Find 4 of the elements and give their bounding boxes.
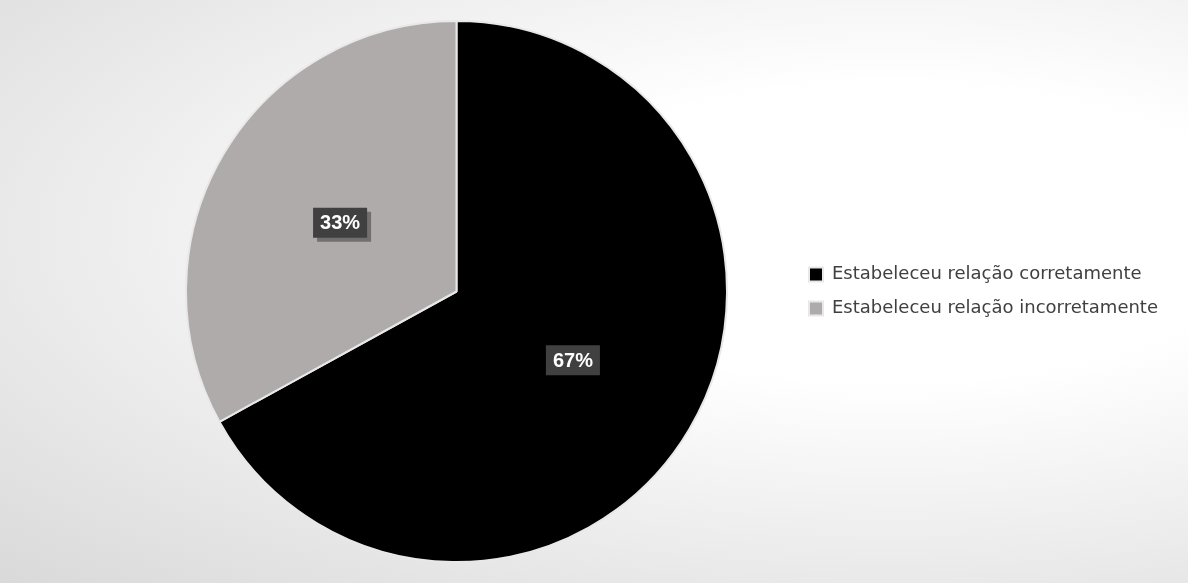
legend-label: Estabeleceu relação corretamente: [832, 262, 1142, 284]
legend-label: Estabeleceu relação incorretamente: [832, 296, 1159, 318]
data-label: 67%: [552, 348, 594, 371]
data-label: 33%: [320, 211, 361, 234]
